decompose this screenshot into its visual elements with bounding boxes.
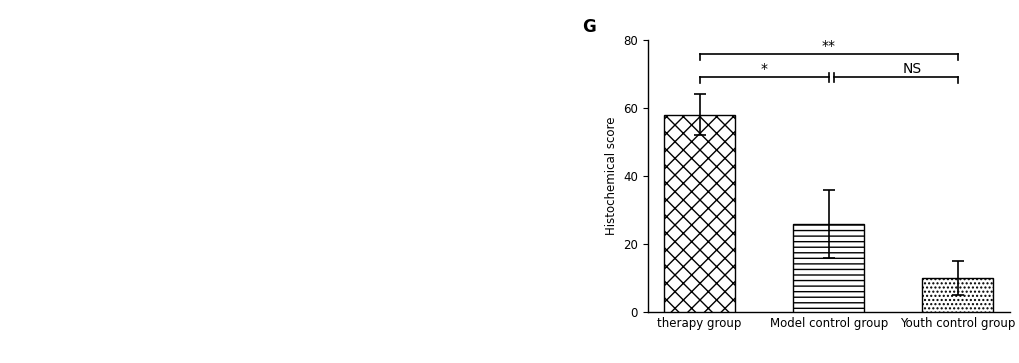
Text: NS: NS	[902, 62, 921, 76]
Text: *: *	[760, 62, 767, 76]
Y-axis label: Histochemical score: Histochemical score	[604, 117, 616, 235]
Bar	[793, 224, 863, 312]
Text: G: G	[582, 18, 596, 36]
Bar	[663, 115, 735, 312]
Bar	[921, 278, 993, 312]
Text: **: **	[821, 38, 835, 53]
